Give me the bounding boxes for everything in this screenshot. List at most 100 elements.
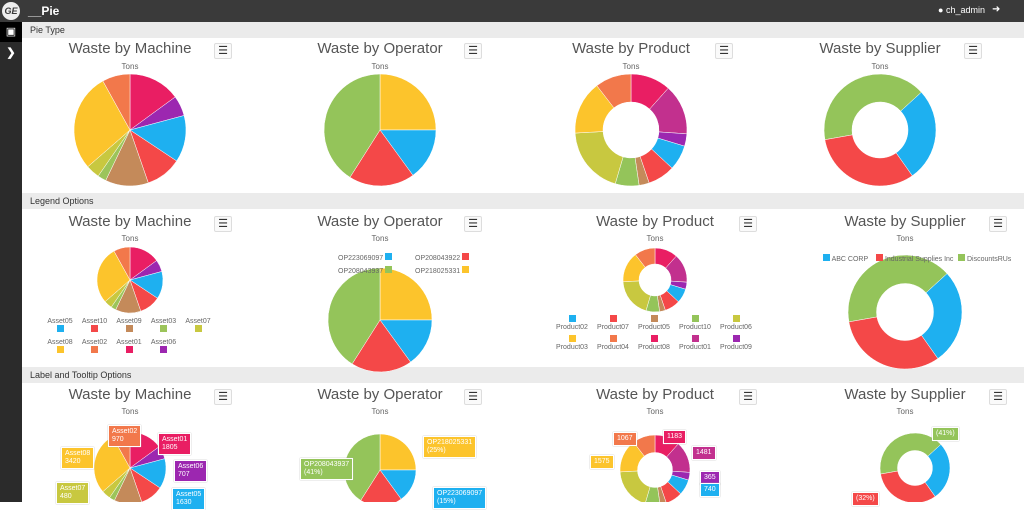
legend-item[interactable]: Product10 xyxy=(675,315,715,331)
pie-slice-product04[interactable] xyxy=(633,434,656,457)
pie-slice-industrial-supplies-inc[interactable] xyxy=(824,134,913,187)
legend-item[interactable]: Asset07 xyxy=(178,318,218,334)
legend-item[interactable]: DiscountsRUs xyxy=(958,254,1011,263)
chart-menu-button[interactable]: ☰ xyxy=(739,389,757,405)
pie-slice-op218025331[interactable] xyxy=(379,267,433,321)
chart-menu-button[interactable]: ☰ xyxy=(964,43,982,59)
pie-slice-product04[interactable] xyxy=(635,247,656,268)
chart-title: Waste by Machine xyxy=(68,213,192,230)
pie-slice-asset02[interactable] xyxy=(102,73,131,131)
pie-slice-asset08[interactable] xyxy=(73,80,131,168)
chart-subtitle: Tons xyxy=(371,407,389,416)
legend-item[interactable]: OP218025331 xyxy=(415,266,470,275)
pie-slice-op208043922[interactable] xyxy=(360,469,402,502)
legend-swatch xyxy=(385,266,393,273)
username: ch_admin xyxy=(945,5,985,15)
legend-swatch xyxy=(385,253,393,260)
legend-item[interactable]: ABC CORP xyxy=(823,254,868,263)
chart-menu-button[interactable]: ☰ xyxy=(739,216,757,232)
legend-item[interactable]: Product04 xyxy=(593,335,633,351)
chart-title: Waste by Product xyxy=(572,40,690,57)
legend-item[interactable]: Product06 xyxy=(716,315,756,331)
chart-menu-button[interactable]: ☰ xyxy=(715,43,733,59)
legend-item[interactable]: Asset05 xyxy=(40,318,80,334)
pie-slice-op218025331[interactable] xyxy=(379,73,437,131)
chart-subtitle: Tons xyxy=(871,62,889,71)
pie-slice-op223069097[interactable] xyxy=(379,319,433,363)
logout-icon[interactable]: ➜ xyxy=(992,4,1001,15)
pie-slice-op208043937[interactable] xyxy=(327,267,381,365)
legend-label: OP223069097 xyxy=(338,255,384,262)
chart-subtitle: Tons xyxy=(646,407,664,416)
chart-menu-button[interactable]: ☰ xyxy=(214,389,232,405)
legend-label: Product06 xyxy=(720,324,752,331)
chart-menu-button[interactable]: ☰ xyxy=(464,43,482,59)
legend-label: Product04 xyxy=(597,344,629,351)
section-header: Legend Options xyxy=(22,193,1024,209)
chart-menu-button[interactable]: ☰ xyxy=(989,389,1007,405)
app-title: __Pie xyxy=(28,4,60,18)
pie-slice-asset08[interactable] xyxy=(96,250,131,303)
legend-item[interactable]: Asset10 xyxy=(75,318,115,334)
data-label: Asset01 1805 xyxy=(158,433,192,455)
pie-slice-op218025331[interactable] xyxy=(379,433,417,471)
chart-menu-button[interactable]: ☰ xyxy=(214,216,232,232)
legend-item[interactable]: Asset02 xyxy=(75,339,115,355)
user-menu[interactable]: ● ch_admin xyxy=(938,5,985,15)
pie-slice-abc-corp[interactable] xyxy=(921,273,963,359)
legend-item[interactable]: Product03 xyxy=(552,335,592,351)
pie-slice-discountsrus[interactable] xyxy=(879,432,942,475)
pie-slice-product06[interactable] xyxy=(619,470,651,502)
pie-slice-op208043922[interactable] xyxy=(349,129,414,187)
chart-menu-button[interactable]: ☰ xyxy=(214,43,232,59)
pie-slice-discountsrus[interactable] xyxy=(847,254,948,323)
pie-slice-op208043922[interactable] xyxy=(351,319,411,373)
pie-slice-abc-corp[interactable] xyxy=(895,91,937,177)
pie-slice-industrial-supplies-inc[interactable] xyxy=(848,316,939,370)
legend-item[interactable]: Asset09 xyxy=(109,318,149,334)
legend-item[interactable]: Product07 xyxy=(593,315,633,331)
pie-slice-asset10[interactable] xyxy=(129,467,161,502)
legend-item[interactable]: Product09 xyxy=(716,335,756,351)
monitor-icon[interactable]: ▣ xyxy=(0,22,22,42)
pie-slice-discountsrus[interactable] xyxy=(823,73,922,141)
chart-menu-button[interactable]: ☰ xyxy=(464,216,482,232)
legend-swatch xyxy=(160,346,167,353)
legend-swatch xyxy=(691,315,699,322)
chart-title: Waste by Operator xyxy=(317,386,443,403)
pie-slice-industrial-supplies-inc[interactable] xyxy=(880,470,936,502)
legend-item[interactable]: Product08 xyxy=(634,335,674,351)
chart-title: Waste by Product xyxy=(596,386,714,403)
pie-slice-op223069097[interactable] xyxy=(379,129,437,176)
legend-item[interactable]: Product05 xyxy=(634,315,674,331)
legend-label: Asset01 xyxy=(116,339,142,346)
legend-item[interactable]: OP208043937 xyxy=(338,266,393,275)
legend-item[interactable]: Industrial Supplies Inc xyxy=(876,254,953,263)
legend-item[interactable]: OP223069097 xyxy=(338,253,393,262)
pie-slice-op208043937[interactable] xyxy=(323,73,381,178)
legend-label: Asset10 xyxy=(81,318,108,325)
legend-item[interactable]: Asset01 xyxy=(109,339,149,355)
chart-menu-button[interactable]: ☰ xyxy=(464,389,482,405)
pie-slice-product06[interactable] xyxy=(574,131,624,185)
pie-slice-asset01[interactable] xyxy=(129,73,176,131)
legend-item[interactable]: Asset03 xyxy=(144,318,184,334)
pie-slice-asset02[interactable] xyxy=(113,246,131,281)
expand-chevron-icon[interactable]: ❯ xyxy=(6,47,16,59)
legend-swatch xyxy=(91,346,98,353)
legend-item[interactable]: Asset08 xyxy=(40,339,80,355)
pie-slice-product06[interactable] xyxy=(622,280,651,312)
data-label: 1481 xyxy=(692,446,716,460)
chart-menu-button[interactable]: ☰ xyxy=(989,216,1007,232)
chart-subtitle: Tons xyxy=(371,234,389,243)
pie-slice-product04[interactable] xyxy=(596,73,632,109)
legend-item[interactable]: Product02 xyxy=(552,315,592,331)
chart-subtitle: Tons xyxy=(371,62,389,71)
legend-item[interactable]: Product01 xyxy=(675,335,715,351)
legend-swatch xyxy=(568,315,576,322)
legend-label: ABC CORP xyxy=(831,256,869,263)
chart-title: Waste by Supplier xyxy=(819,40,941,57)
legend-item[interactable]: OP208043922 xyxy=(415,253,470,262)
legend-swatch xyxy=(56,325,64,332)
legend-item[interactable]: Asset06 xyxy=(144,339,184,355)
